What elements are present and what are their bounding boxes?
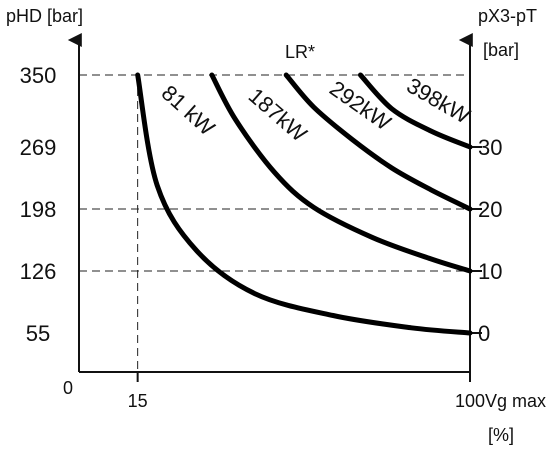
left-tick-label: 269 — [20, 135, 57, 160]
left-tick-label: 55 — [26, 321, 50, 346]
chart-title: LR* — [285, 42, 315, 62]
right-tick-label: 20 — [478, 197, 502, 222]
right-tick-label: 0 — [478, 321, 490, 346]
x-tick-label: 0 — [63, 378, 73, 398]
curve-398kw — [358, 72, 473, 150]
curve-292kw — [283, 72, 473, 212]
curve-label: 81 kW — [157, 80, 220, 140]
right-axis-title-line2: [bar] — [483, 40, 519, 60]
right-tick-label: 30 — [478, 135, 502, 160]
curve-187kw — [209, 72, 473, 274]
x-tick-label: 15 — [128, 391, 148, 411]
right-y-ticks: 0 10 20 30 — [470, 135, 502, 346]
left-tick-label: 350 — [20, 63, 57, 88]
left-y-ticks: 55 126 198 269 350 — [20, 63, 57, 346]
left-tick-label: 198 — [20, 197, 57, 222]
x-tick-label: 100 — [455, 391, 485, 411]
right-tick-label: 10 — [478, 259, 502, 284]
grid-lines — [79, 74, 470, 372]
curve-81kw — [135, 72, 473, 336]
x-axis-title-line2: [%] — [488, 425, 514, 445]
curves — [135, 72, 473, 336]
left-tick-label: 126 — [20, 259, 57, 284]
x-axis-title-line1: Vg max — [485, 391, 546, 411]
x-ticks: 0 15 100 — [63, 372, 485, 411]
left-axis-title: pHD [bar] — [6, 6, 83, 26]
right-axis-title-line1: pX3-pT — [478, 6, 537, 26]
